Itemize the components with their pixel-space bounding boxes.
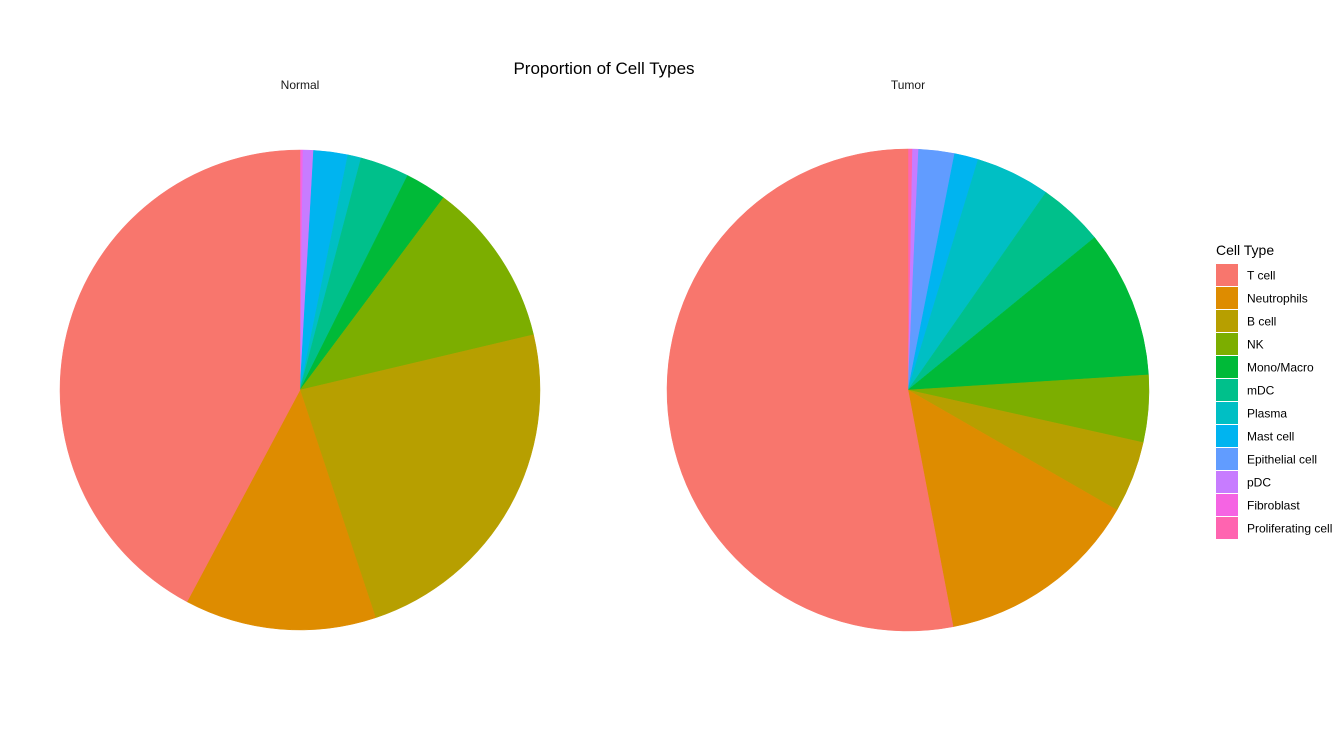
legend-items: T cell Neutrophils B cell NK Mono/Macro mDC Pl… [1216,264,1332,539]
pie-tumor [666,148,1150,632]
slice-tumor-neutrophils [907,389,1118,628]
legend-key-epithelial-cell [1216,448,1238,470]
panel-normal: Normal [59,78,541,631]
legend-key-mdc [1216,379,1238,401]
legend-label-plasma: Plasma [1247,407,1287,421]
slice-normal-b-cell [299,334,541,619]
slice-normal-nk [299,197,534,391]
legend: Cell Type T cell Neutrophils B cell NK Mono/… [1216,242,1332,539]
legend-key-pdc [1216,471,1238,493]
legend-label-proliferating-cell: Proliferating cell [1247,522,1332,536]
legend-label-epithelial-cell: Epithelial cell [1247,453,1317,467]
legend-key-mono-macro [1216,356,1238,378]
slice-normal-t-cell [59,149,301,603]
legend-title: Cell Type [1216,242,1274,258]
slice-tumor-t-cell [666,148,954,632]
legend-label-fibroblast: Fibroblast [1247,499,1300,513]
legend-label-b-cell: B cell [1247,315,1276,329]
legend-key-t-cell [1216,264,1238,286]
legend-key-plasma [1216,402,1238,424]
legend-key-mast-cell [1216,425,1238,447]
legend-label-t-cell: T cell [1247,269,1275,283]
legend-label-mast-cell: Mast cell [1247,430,1294,444]
chart-title: Proportion of Cell Types [513,59,694,78]
legend-label-neutrophils: Neutrophils [1247,292,1308,306]
legend-key-nk [1216,333,1238,355]
panel-label-normal: Normal [281,78,320,92]
legend-label-mdc: mDC [1247,384,1275,398]
legend-key-fibroblast [1216,494,1238,516]
legend-key-b-cell [1216,310,1238,332]
legend-label-nk: NK [1247,338,1264,352]
legend-label-mono-macro: Mono/Macro [1247,361,1314,375]
slice-tumor-mono-macro [907,237,1149,391]
legend-key-neutrophils [1216,287,1238,309]
panel-tumor: Tumor [666,78,1150,632]
legend-label-pdc: pDC [1247,476,1271,490]
panel-label-tumor: Tumor [891,78,925,92]
legend-key-proliferating-cell [1216,517,1238,539]
slice-normal-neutrophils [186,389,376,631]
pie-normal [59,149,541,631]
